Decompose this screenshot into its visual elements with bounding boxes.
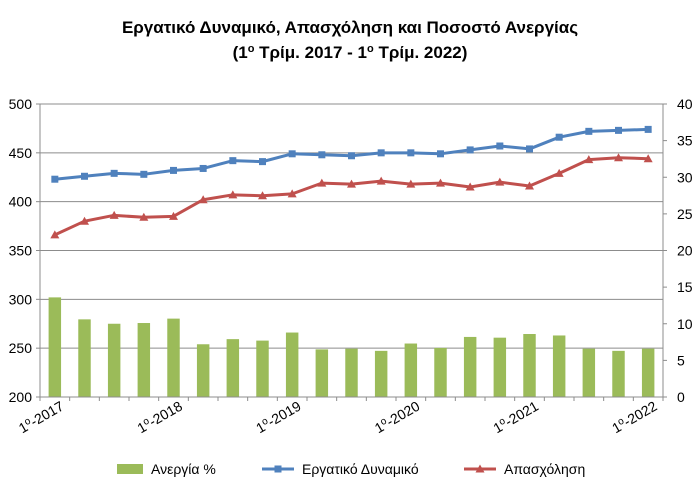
bar-unemployment — [493, 337, 507, 397]
y-tick-label-right: 35 — [677, 133, 693, 149]
bar-unemployment — [463, 336, 477, 397]
x-tick-label: 1ο-2020 — [371, 397, 422, 436]
point-employment — [347, 179, 356, 188]
bar-unemployment — [552, 335, 566, 397]
point-employment — [584, 155, 594, 164]
y-tick-label-left: 300 — [9, 291, 33, 307]
point-labor-force — [140, 170, 148, 178]
point-labor-force — [288, 150, 296, 158]
legend-label: Απασχόληση — [504, 461, 585, 477]
point-employment — [406, 179, 416, 188]
x-tick-label: 1ο-2018 — [134, 397, 185, 436]
point-labor-force — [644, 125, 652, 133]
point-labor-force — [407, 149, 415, 157]
y-tick-label-left: 500 — [9, 96, 33, 112]
point-employment — [436, 178, 445, 187]
point-employment — [228, 190, 238, 199]
y-tick-label-right: 40 — [677, 96, 693, 112]
bar-unemployment — [582, 348, 596, 397]
y-tick-label-left: 200 — [9, 389, 33, 405]
point-labor-force — [496, 142, 504, 150]
bar-unemployment — [137, 323, 151, 397]
bar-unemployment — [196, 344, 210, 397]
point-labor-force — [259, 158, 266, 166]
point-labor-force — [170, 166, 177, 174]
y-tick-label-right: 30 — [677, 169, 693, 185]
x-tick-label: 1ο-2022 — [609, 397, 660, 436]
point-labor-force — [318, 151, 326, 159]
point-labor-force — [51, 175, 59, 183]
point-employment — [525, 181, 534, 190]
point-employment — [495, 177, 505, 186]
point-labor-force — [81, 172, 88, 180]
point-employment — [376, 176, 386, 185]
point-labor-force — [110, 169, 118, 177]
point-labor-force — [555, 133, 563, 141]
bar-unemployment — [641, 348, 655, 397]
y-tick-label-right: 0 — [677, 389, 685, 405]
bar-unemployment — [612, 350, 625, 397]
y-tick-label-right: 25 — [677, 206, 693, 222]
bar-unemployment — [78, 319, 91, 397]
x-tick-label: 1ο-2021 — [490, 397, 541, 436]
point-employment — [198, 195, 208, 204]
y-tick-label-left: 450 — [9, 145, 33, 161]
x-tick-label: 1ο-2019 — [253, 397, 304, 436]
point-employment — [554, 168, 564, 177]
point-employment — [317, 178, 327, 187]
point-employment — [614, 153, 623, 162]
y-tick-label-left: 400 — [9, 194, 33, 210]
point-labor-force — [526, 145, 533, 153]
point-labor-force — [348, 152, 355, 160]
bar-unemployment — [404, 343, 418, 397]
point-labor-force — [585, 127, 593, 135]
bar-unemployment — [434, 347, 447, 397]
legend-marker-labor-force — [274, 465, 282, 473]
legend-swatch-unemployment — [117, 464, 143, 474]
chart-title: Εργατικό Δυναμικό, Απασχόληση και Ποσοστ… — [122, 18, 578, 37]
point-employment — [169, 211, 178, 220]
point-employment — [643, 154, 653, 163]
point-labor-force — [615, 126, 622, 134]
bar-unemployment — [315, 349, 329, 397]
bar-unemployment — [48, 297, 62, 397]
y-tick-label-right: 20 — [677, 243, 693, 259]
point-labor-force — [437, 150, 444, 158]
y-tick-label-right: 15 — [677, 279, 693, 295]
bar-unemployment — [523, 334, 536, 397]
point-labor-force — [377, 149, 385, 157]
point-employment — [465, 182, 475, 191]
point-labor-force — [199, 164, 207, 172]
bar-unemployment — [374, 350, 388, 397]
point-employment — [258, 191, 267, 200]
chart-subtitle: (1ο Τρίμ. 2017 - 1ο Τρίμ. 2022) — [233, 43, 468, 62]
legend-marker-employment — [475, 464, 485, 473]
bar-unemployment — [226, 339, 240, 397]
legend-label: Ανεργία % — [151, 461, 216, 477]
y-tick-label-left: 250 — [9, 340, 33, 356]
bar-unemployment — [285, 332, 299, 397]
legend-label: Εργατικό Δυναμικό — [302, 461, 419, 477]
bar-unemployment — [167, 318, 180, 397]
point-labor-force — [229, 157, 237, 165]
point-employment — [109, 210, 119, 219]
y-tick-label-right: 10 — [677, 316, 693, 332]
point-employment — [80, 216, 89, 225]
point-employment — [287, 189, 297, 198]
bar-unemployment — [256, 340, 269, 397]
y-tick-label-right: 5 — [677, 352, 685, 368]
point-labor-force — [466, 146, 474, 154]
point-employment — [139, 212, 149, 221]
point-employment — [50, 230, 60, 239]
y-tick-label-left: 350 — [9, 243, 33, 259]
bar-unemployment — [107, 323, 121, 397]
bar-unemployment — [345, 348, 358, 397]
